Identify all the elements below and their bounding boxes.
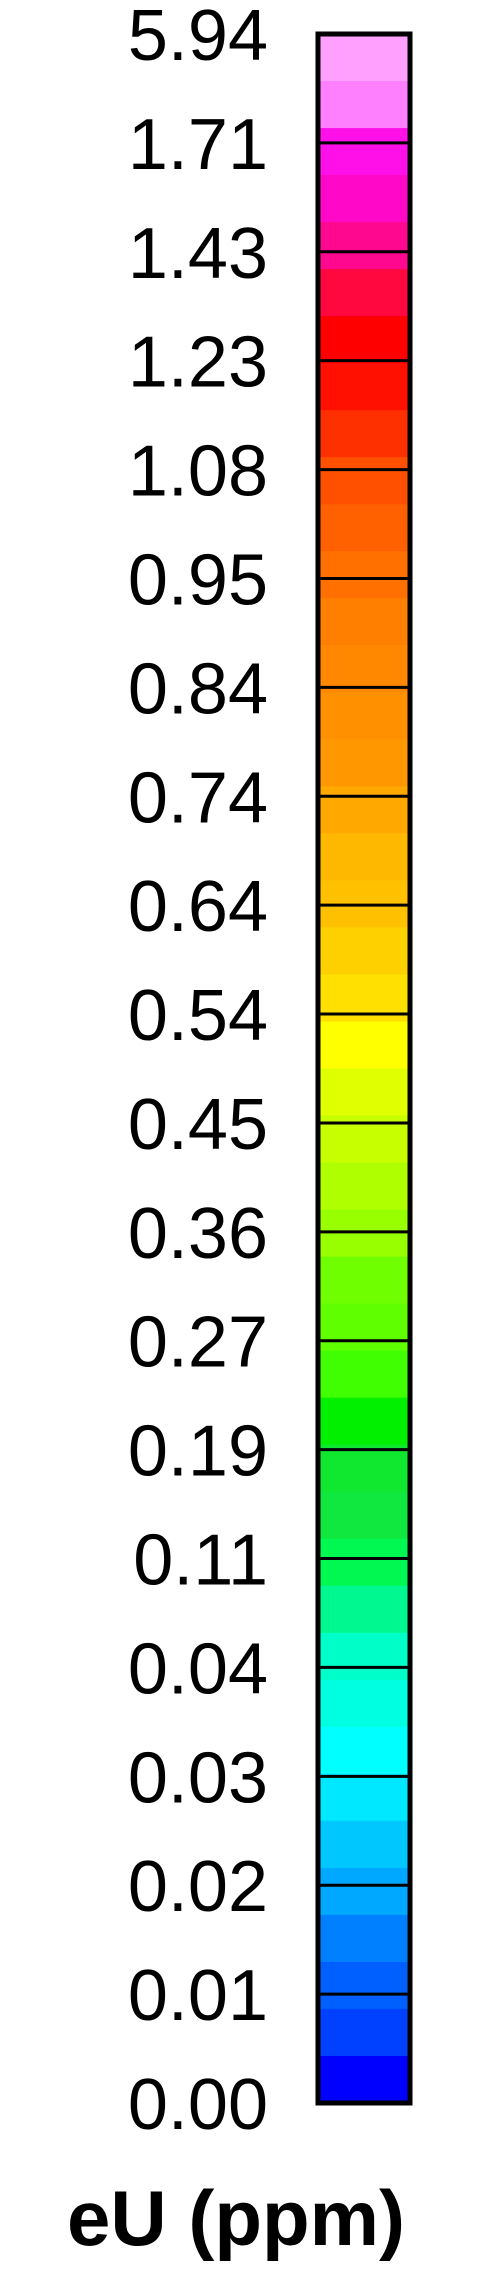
color-swatch-38 bbox=[318, 1820, 410, 1869]
tick-label: 0.64 bbox=[128, 867, 268, 947]
color-swatch-13 bbox=[318, 645, 410, 693]
color-swatch-26 bbox=[318, 1256, 410, 1305]
color-swatch-25 bbox=[318, 1209, 410, 1258]
color-swatch-37 bbox=[318, 1773, 410, 1822]
tick-label: 0.00 bbox=[128, 2065, 268, 2145]
tick-label: 0.04 bbox=[128, 1629, 268, 1709]
tick-label: 1.71 bbox=[128, 105, 268, 185]
color-swatch-29 bbox=[318, 1397, 410, 1446]
color-swatch-15 bbox=[318, 739, 410, 787]
tick-label: 0.45 bbox=[128, 1085, 268, 1165]
color-swatch-8 bbox=[318, 410, 410, 458]
color-swatch-9 bbox=[318, 457, 410, 505]
tick-label: 0.54 bbox=[128, 976, 268, 1056]
colorbar-swatches bbox=[318, 34, 410, 2104]
color-swatch-35 bbox=[318, 1679, 410, 1728]
color-swatch-32 bbox=[318, 1538, 410, 1587]
color-swatch-12 bbox=[318, 598, 410, 646]
color-swatch-5 bbox=[318, 269, 410, 317]
color-swatch-3 bbox=[318, 175, 410, 223]
color-swatch-33 bbox=[318, 1585, 410, 1634]
color-swatch-42 bbox=[318, 2008, 410, 2057]
color-swatch-17 bbox=[318, 833, 410, 882]
color-swatch-31 bbox=[318, 1491, 410, 1540]
color-swatch-21 bbox=[318, 1021, 410, 1070]
color-swatch-7 bbox=[318, 363, 410, 411]
color-swatch-39 bbox=[318, 1867, 410, 1916]
tick-label: 0.03 bbox=[128, 1738, 268, 1818]
tick-label: 0.84 bbox=[128, 649, 268, 729]
tick-label: 0.19 bbox=[128, 1412, 268, 1492]
tick-label: 1.08 bbox=[128, 432, 268, 512]
tick-label: 0.36 bbox=[128, 1194, 268, 1274]
color-swatch-4 bbox=[318, 222, 410, 270]
colorbar-unit-label: eU (ppm) bbox=[67, 2174, 405, 2262]
color-swatch-28 bbox=[318, 1350, 410, 1399]
colorbar-frame bbox=[315, 31, 413, 2106]
color-swatch-0 bbox=[318, 34, 410, 82]
tick-label: 0.74 bbox=[128, 758, 268, 838]
tick-label: 0.95 bbox=[128, 540, 268, 620]
color-swatch-2 bbox=[318, 128, 410, 176]
tick-label: 0.27 bbox=[128, 1303, 268, 1383]
color-swatch-24 bbox=[318, 1162, 410, 1211]
color-swatch-11 bbox=[318, 551, 410, 599]
color-swatch-1 bbox=[318, 81, 410, 129]
tick-label: 5.94 bbox=[128, 0, 268, 76]
color-swatch-27 bbox=[318, 1303, 410, 1352]
color-swatch-10 bbox=[318, 504, 410, 552]
color-swatch-30 bbox=[318, 1444, 410, 1493]
tick-label: 0.02 bbox=[128, 1847, 268, 1927]
color-swatch-19 bbox=[318, 927, 410, 976]
tick-label: 0.01 bbox=[128, 1956, 268, 2036]
color-swatch-43 bbox=[318, 2055, 410, 2104]
color-swatch-41 bbox=[318, 1961, 410, 2010]
tick-label: 1.23 bbox=[128, 323, 268, 403]
color-swatch-36 bbox=[318, 1726, 410, 1775]
color-swatch-22 bbox=[318, 1068, 410, 1117]
tick-label: 1.43 bbox=[128, 214, 268, 294]
colorbar-class-dividers bbox=[318, 141, 410, 1996]
color-swatch-6 bbox=[318, 316, 410, 364]
color-swatch-16 bbox=[318, 786, 410, 834]
tick-label: 0.11 bbox=[133, 1521, 268, 1601]
colorbar-tick-labels: 5.94 1.71 1.43 1.23 1.08 0.95 0.84 0.74 0.64 0.54… bbox=[128, 0, 268, 2145]
color-swatch-34 bbox=[318, 1632, 410, 1681]
color-swatch-14 bbox=[318, 692, 410, 740]
color-swatch-40 bbox=[318, 1914, 410, 1963]
